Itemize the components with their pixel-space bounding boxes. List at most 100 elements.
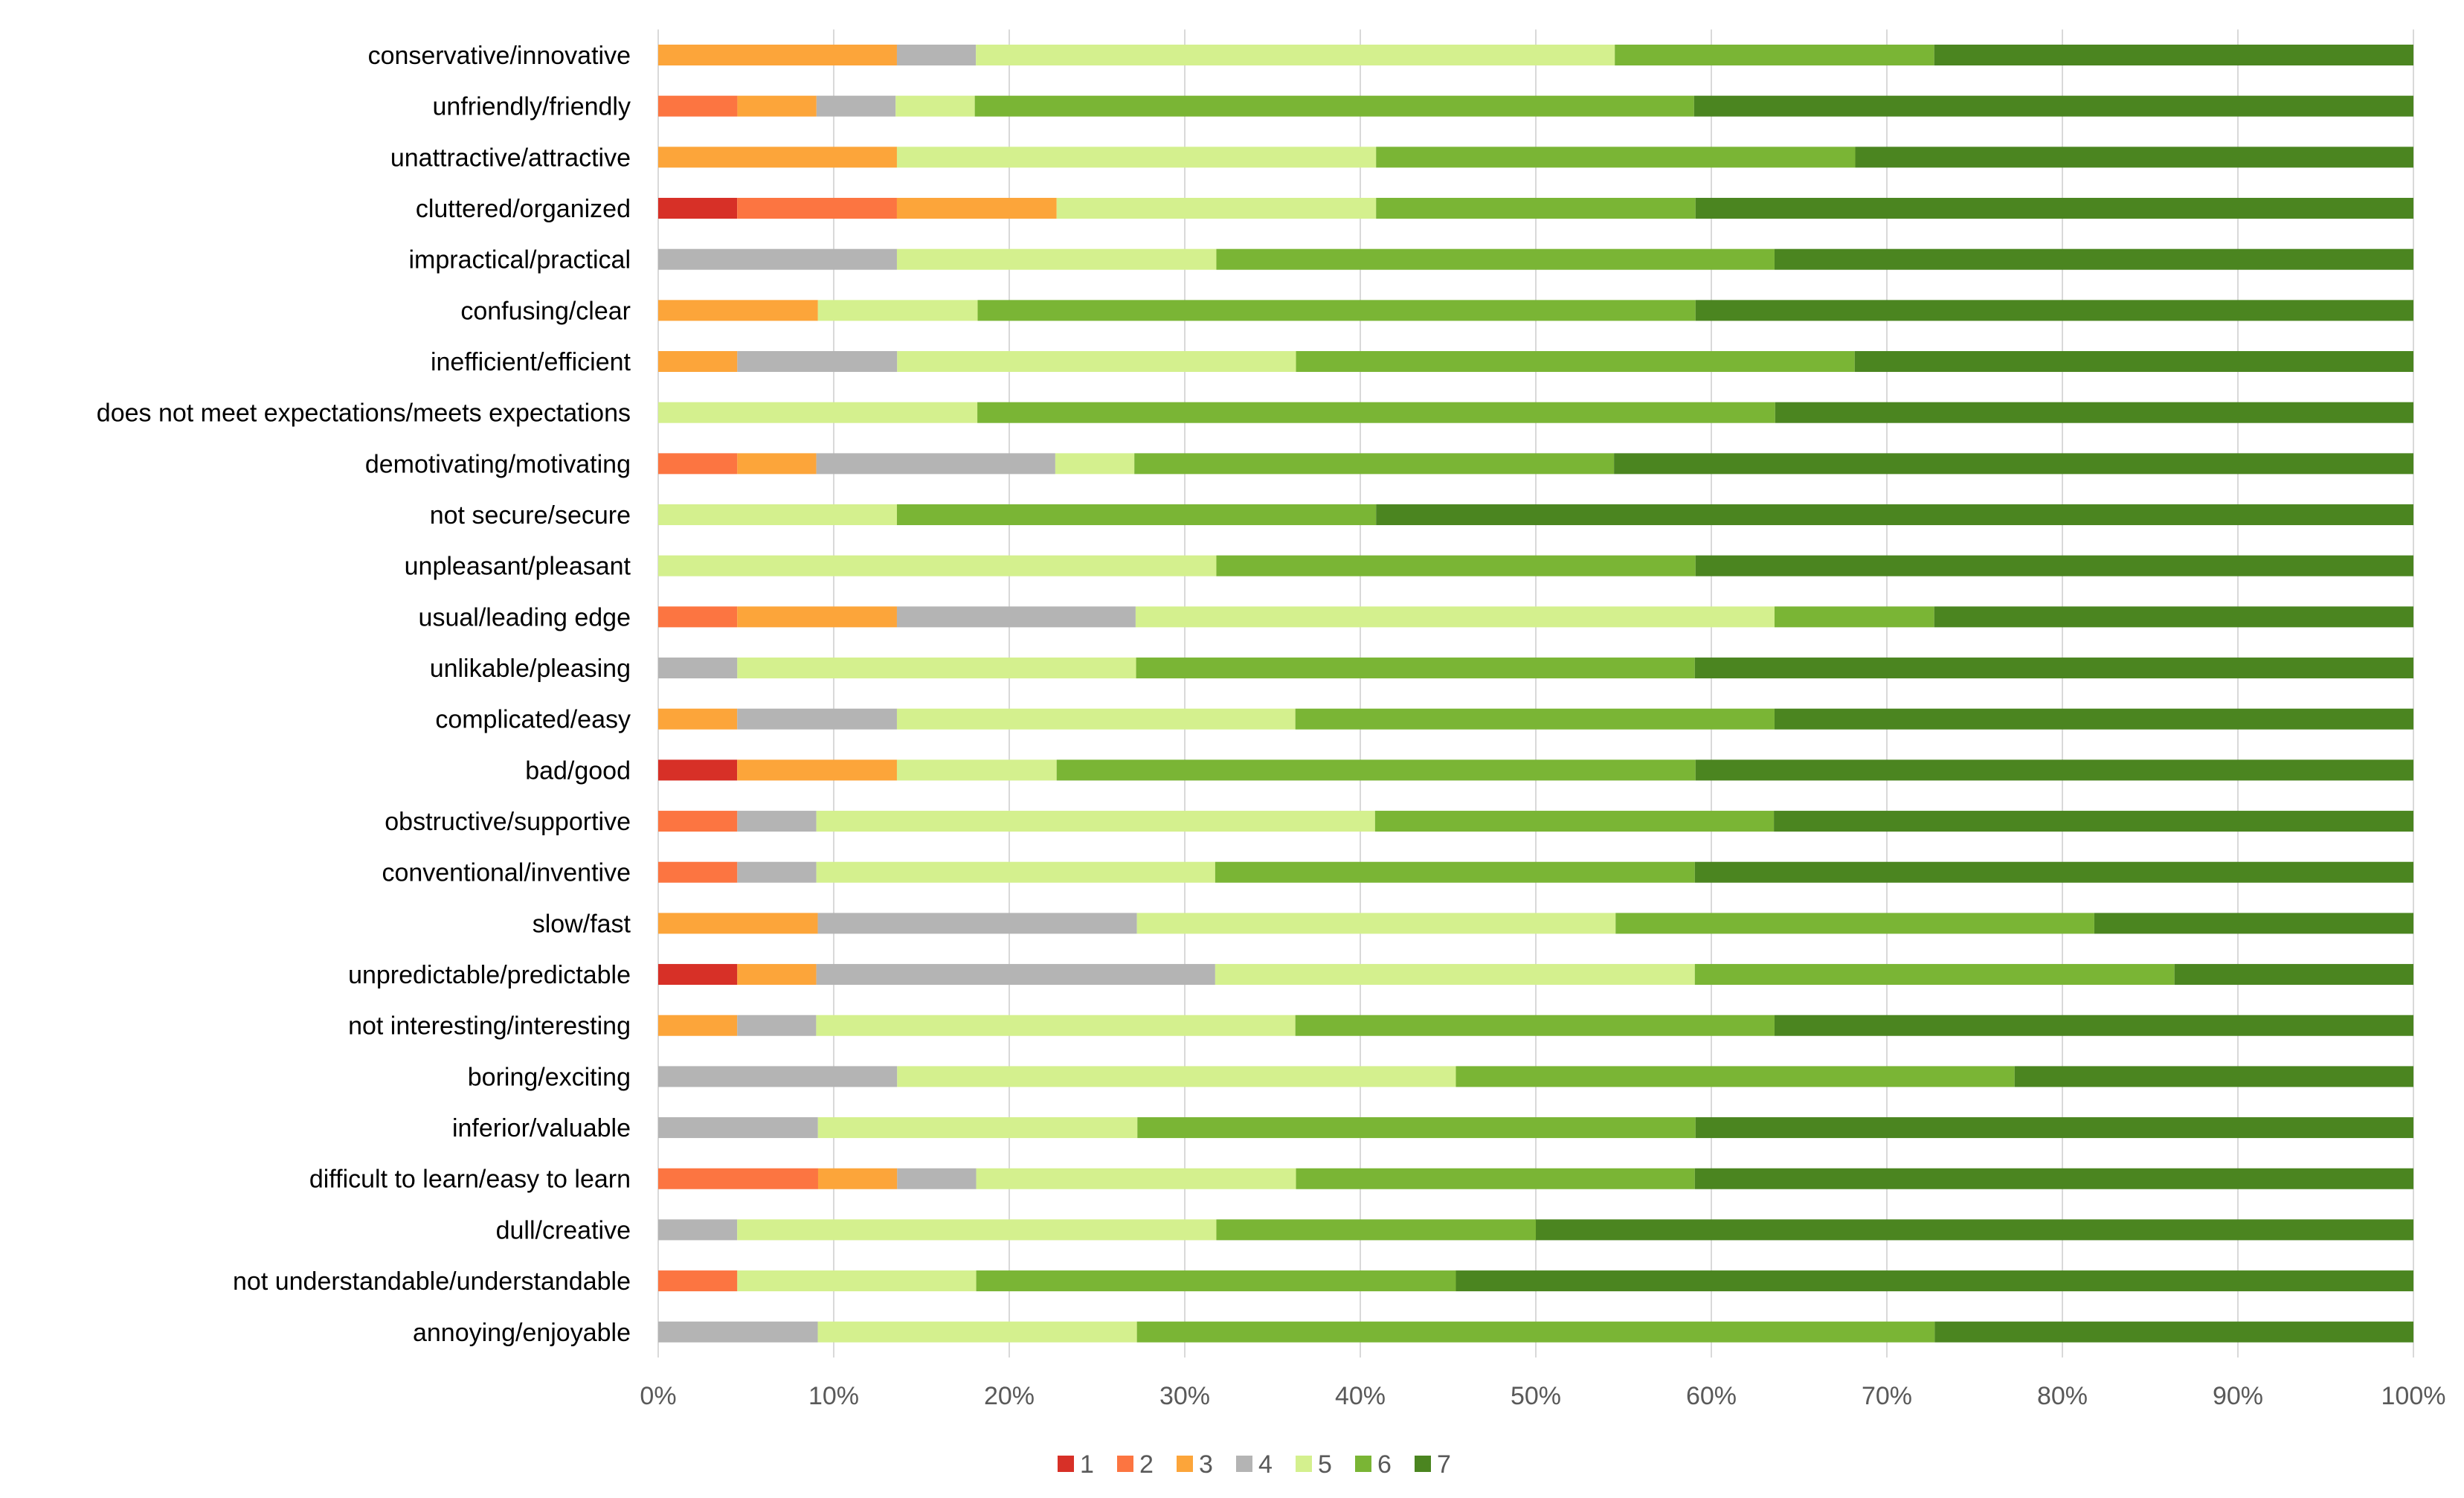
category-label: demotivating/motivating <box>365 450 631 478</box>
x-tick-label: 80% <box>2037 1382 2088 1410</box>
category-label: unlikable/pleasing <box>430 655 631 683</box>
legend-swatch-5 <box>1296 1456 1312 1472</box>
bar-segment-6 <box>1374 811 1775 832</box>
bar-segment-5 <box>1135 606 1775 628</box>
bar-segment-4 <box>816 964 1215 986</box>
x-tick-label: 100% <box>2381 1382 2446 1410</box>
category-label: boring/exciting <box>468 1063 631 1091</box>
bar-segment-6 <box>1296 1168 1695 1189</box>
bar-segment-1 <box>658 198 738 219</box>
bar-segment-4 <box>658 1066 898 1087</box>
bar-segment-5 <box>817 300 978 321</box>
bar-segment-5 <box>896 708 1296 730</box>
legend-swatch-7 <box>1415 1456 1431 1472</box>
bar-segment-5 <box>737 658 1136 679</box>
bar-segment-3 <box>817 1168 898 1189</box>
legend-swatch-2 <box>1117 1456 1133 1472</box>
bar-segment-7 <box>1775 402 2413 423</box>
bar-segment-6 <box>1295 708 1775 730</box>
category-label: difficult to learn/easy to learn <box>309 1166 631 1194</box>
bar-segment-2 <box>658 95 738 117</box>
x-tick-label: 0% <box>640 1382 676 1410</box>
bar-segment-4 <box>658 248 897 270</box>
bar-segment-5 <box>897 1066 1456 1087</box>
bar-segment-2 <box>658 453 738 475</box>
bar-segment-4 <box>817 913 1137 934</box>
bar-segment-5 <box>1056 198 1377 219</box>
category-label: complicated/easy <box>435 706 631 734</box>
legend: 1 2 3 4 5 6 7 <box>1058 1450 1451 1479</box>
bars <box>658 45 2413 1343</box>
bar-segment-6 <box>1056 759 1696 781</box>
legend-swatch-1 <box>1058 1456 1074 1472</box>
bar-segment-6 <box>1615 913 2094 934</box>
bar-segment-5 <box>658 402 978 423</box>
legend-label: 7 <box>1437 1450 1451 1479</box>
bar-segment-7 <box>1774 811 2413 832</box>
category-label: not secure/secure <box>430 501 631 530</box>
bar-segment-3 <box>737 95 817 117</box>
bar-segment-6 <box>1376 198 1696 219</box>
bar-segment-6 <box>1137 1117 1696 1139</box>
bar-segment-6 <box>1296 351 1855 373</box>
bar-segment-3 <box>658 45 897 65</box>
bar-segment-6 <box>1615 45 1934 65</box>
bar-segment-7 <box>1694 1168 2413 1189</box>
bar-segment-1 <box>658 759 738 781</box>
bar-segment-3 <box>658 708 738 730</box>
category-label: inefficient/efficient <box>431 348 631 376</box>
bar-segment-5 <box>737 1270 977 1292</box>
bar-segment-6 <box>1455 1066 2015 1087</box>
bar-segment-4 <box>816 95 896 117</box>
bar-segment-5 <box>816 861 1215 883</box>
bar-segment-4 <box>658 1321 818 1343</box>
bar-segment-4 <box>658 1219 738 1241</box>
bar-segment-2 <box>658 861 738 883</box>
bar-segment-5 <box>658 504 897 526</box>
legend-swatch-6 <box>1355 1456 1371 1472</box>
bar-segment-4 <box>737 351 898 373</box>
bar-segment-7 <box>1855 147 2413 168</box>
bar-segment-6 <box>896 504 1377 526</box>
bar-segment-4 <box>737 861 817 883</box>
category-label: conservative/innovative <box>368 42 631 70</box>
bar-segment-4 <box>658 1117 818 1139</box>
category-label: inferior/valuable <box>452 1114 631 1142</box>
category-label: confusing/clear <box>460 297 631 325</box>
bar-segment-5 <box>658 555 1217 576</box>
bar-segment-5 <box>816 1015 1296 1036</box>
legend-label: 4 <box>1258 1450 1273 1479</box>
category-label: slow/fast <box>533 910 631 938</box>
legend-label: 1 <box>1080 1450 1094 1479</box>
bar-segment-1 <box>658 964 738 986</box>
bar-segment-2 <box>658 1168 818 1189</box>
bar-segment-7 <box>2094 913 2413 934</box>
category-label: unattractive/attractive <box>390 144 631 172</box>
gridlines <box>657 29 2414 1358</box>
bar-segment-6 <box>1216 1219 1536 1241</box>
bar-segment-4 <box>737 1015 817 1036</box>
bar-segment-2 <box>658 606 738 628</box>
x-tick-label: 20% <box>984 1382 1035 1410</box>
bar-segment-7 <box>1934 1321 2413 1343</box>
bar-segment-7 <box>1695 759 2413 781</box>
x-tick-label: 70% <box>1862 1382 1912 1410</box>
bar-segment-6 <box>974 95 1694 117</box>
category-label: unfriendly/friendly <box>433 93 631 121</box>
bar-segment-3 <box>896 198 1057 219</box>
bar-segment-5 <box>895 95 975 117</box>
bar-segment-3 <box>737 964 817 986</box>
bar-segment-3 <box>737 606 897 628</box>
bar-segment-6 <box>1295 1015 1775 1036</box>
bar-segment-4 <box>816 453 1055 475</box>
bar-segment-4 <box>896 45 977 65</box>
bar-segment-7 <box>1536 1219 2413 1241</box>
bar-segment-5 <box>816 811 1375 832</box>
bar-segment-3 <box>658 147 897 168</box>
bar-segment-7 <box>1376 504 2413 526</box>
bar-segment-7 <box>1694 658 2413 679</box>
bar-segment-3 <box>658 351 738 373</box>
bar-segment-5 <box>1215 964 1695 986</box>
